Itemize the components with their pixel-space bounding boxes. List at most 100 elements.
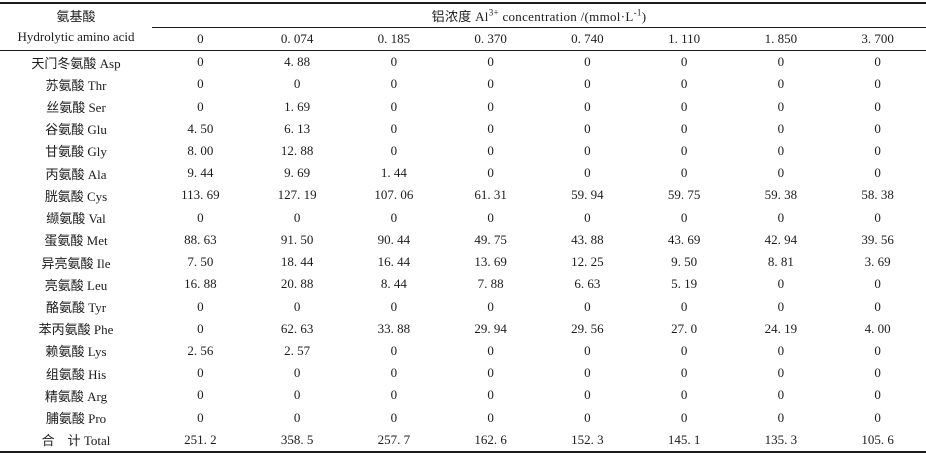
value-cell: 91. 50 — [280, 231, 314, 247]
value-cell: 0 — [777, 76, 785, 92]
total-row: 合 计 Total 251. 2 358. 5 257. 7 162. 6 152. 3 1… — [0, 429, 926, 451]
value-cell: 1. 44 — [380, 165, 407, 181]
table-row: 甘氨酸 Gly 8. 00 12. 88 0 0 0 0 0 0 — [0, 140, 926, 162]
table-row: 亮氨酸 Leu 16. 88 20. 88 8. 44 7. 88 6. 63 5. 19 0… — [0, 273, 926, 295]
value-cell: 1. 69 — [284, 98, 311, 114]
value-cell: 0 — [390, 365, 398, 381]
concentration-col-header: 0. 074 — [280, 31, 314, 46]
value-cell: 0 — [874, 276, 881, 292]
value-cell: 12. 25 — [571, 254, 604, 270]
table-row: 天门冬氨酸 Asp 0 4. 88 0 0 0 0 0 0 — [0, 51, 926, 73]
table-row: 精氨酸 Arg 0 0 0 0 0 0 0 0 — [0, 384, 926, 406]
value-cell: 0 — [487, 342, 494, 358]
value-cell: 9. 44 — [187, 165, 214, 181]
amino-acid-label: 天门冬氨酸 Asp — [31, 55, 121, 71]
table-row: 脯氨酸 Pro 0 0 0 0 0 0 0 0 — [0, 407, 926, 429]
value-cell: 0 — [197, 409, 204, 425]
value-cell: 0 — [874, 98, 881, 114]
amino-acid-label: 蛋氨酸 Met — [44, 233, 108, 249]
value-cell: 8. 44 — [380, 276, 407, 292]
value-cell: 43. 88 — [571, 231, 604, 247]
value-cell: 0 — [874, 387, 881, 403]
value-cell: 0 — [874, 298, 881, 314]
value-cell: 61. 31 — [474, 187, 507, 203]
value-cell: 0 — [197, 387, 204, 403]
value-cell: 0 — [874, 54, 881, 70]
value-cell: 107. 06 — [374, 187, 414, 203]
table-row: 谷氨酸 Glu 4. 50 6. 13 0 0 0 0 0 0 — [0, 118, 926, 140]
amino-acid-label: 亮氨酸 Leu — [44, 277, 108, 293]
value-cell: 0 — [680, 209, 688, 225]
amino-acid-label: 苯丙氨酸 Phe — [38, 322, 114, 338]
value-cell: 0 — [874, 76, 881, 92]
value-cell: 127. 19 — [277, 187, 317, 203]
value-cell: 0 — [390, 298, 398, 314]
value-cell: 0 — [584, 409, 591, 425]
value-cell: 16. 44 — [377, 254, 411, 270]
value-cell: 24. 19 — [764, 320, 798, 336]
value-cell: 0 — [777, 142, 785, 158]
value-cell: 0 — [293, 209, 301, 225]
value-cell: 7. 88 — [477, 276, 504, 292]
value-cell: 0 — [874, 365, 881, 381]
value-cell: 29. 94 — [474, 320, 507, 336]
table-row: 苏氨酸 Thr 0 0 0 0 0 0 0 0 — [0, 73, 926, 95]
amino-acid-label: 酪氨酸 Tyr — [45, 300, 107, 316]
value-cell: 0 — [293, 298, 301, 314]
value-cell: 8. 81 — [767, 254, 794, 270]
value-cell: 0 — [777, 165, 785, 181]
value-cell: 58. 38 — [861, 187, 894, 203]
concentration-col-header: 0. 185 — [377, 31, 411, 46]
value-cell: 0 — [777, 365, 785, 381]
value-cell: 0 — [874, 142, 881, 158]
amino-acid-label: 组氨酸 His — [45, 366, 107, 382]
value-cell: 0 — [584, 342, 591, 358]
value-cell: 42. 94 — [764, 231, 798, 247]
value-cell: 0 — [487, 409, 494, 425]
value-cell: 29. 56 — [571, 320, 604, 336]
value-cell: 4. 50 — [187, 120, 214, 136]
amino-acid-label: 缬氨酸 Val — [46, 211, 106, 227]
value-cell: 59. 38 — [764, 187, 798, 203]
value-cell: 0 — [777, 209, 785, 225]
value-cell: 0 — [777, 54, 785, 70]
table-row: 赖氨酸 Lys 2. 56 2. 57 0 0 0 0 0 0 — [0, 340, 926, 362]
value-cell: 0 — [197, 98, 204, 114]
value-cell: 0 — [680, 409, 688, 425]
value-cell: 6. 13 — [284, 120, 311, 136]
value-cell: 0 — [487, 165, 494, 181]
value-cell: 358. 5 — [280, 431, 314, 447]
amino-acid-label: 赖氨酸 Lys — [45, 344, 107, 360]
value-cell: 0 — [874, 342, 881, 358]
value-cell: 257. 7 — [377, 431, 411, 447]
value-cell: 0 — [390, 342, 398, 358]
value-cell: 39. 56 — [861, 231, 894, 247]
value-cell: 0 — [584, 209, 591, 225]
value-cell: 3. 69 — [864, 254, 891, 270]
table-row: 胱氨酸 Cys 113. 69 127. 19 107. 06 61. 31 59. 94… — [0, 184, 926, 206]
value-cell: 0 — [487, 142, 494, 158]
value-cell: 0 — [197, 209, 204, 225]
value-cell: 59. 94 — [571, 187, 604, 203]
value-cell: 0 — [777, 276, 785, 292]
value-cell: 0 — [293, 76, 301, 92]
value-cell: 0 — [680, 342, 688, 358]
value-cell: 0 — [487, 76, 494, 92]
value-cell: 145. 1 — [667, 431, 701, 447]
value-cell: 13. 69 — [474, 254, 507, 270]
value-cell: 0 — [487, 54, 494, 70]
amino-acid-label: 异亮氨酸 Ile — [41, 255, 111, 271]
value-cell: 0 — [584, 298, 591, 314]
value-cell: 105. 6 — [861, 431, 894, 447]
value-cell: 0 — [197, 320, 204, 336]
value-cell: 0 — [390, 209, 398, 225]
value-cell: 0 — [584, 120, 591, 136]
value-cell: 2. 57 — [284, 342, 311, 358]
row-header-cell: 氨基酸 Hydrolytic amino acid — [0, 4, 152, 50]
value-cell: 0 — [584, 387, 591, 403]
table-row: 组氨酸 His 0 0 0 0 0 0 0 0 — [0, 362, 926, 384]
table-body: 天门冬氨酸 Asp 0 4. 88 0 0 0 0 0 0 苏氨酸 Thr 0 0 0 0 0 0 0 0 丝氨酸 … — [0, 51, 926, 451]
value-cell: 0 — [777, 120, 785, 136]
amino-acid-label: 谷氨酸 Glu — [45, 122, 107, 138]
value-cell: 0 — [197, 298, 204, 314]
